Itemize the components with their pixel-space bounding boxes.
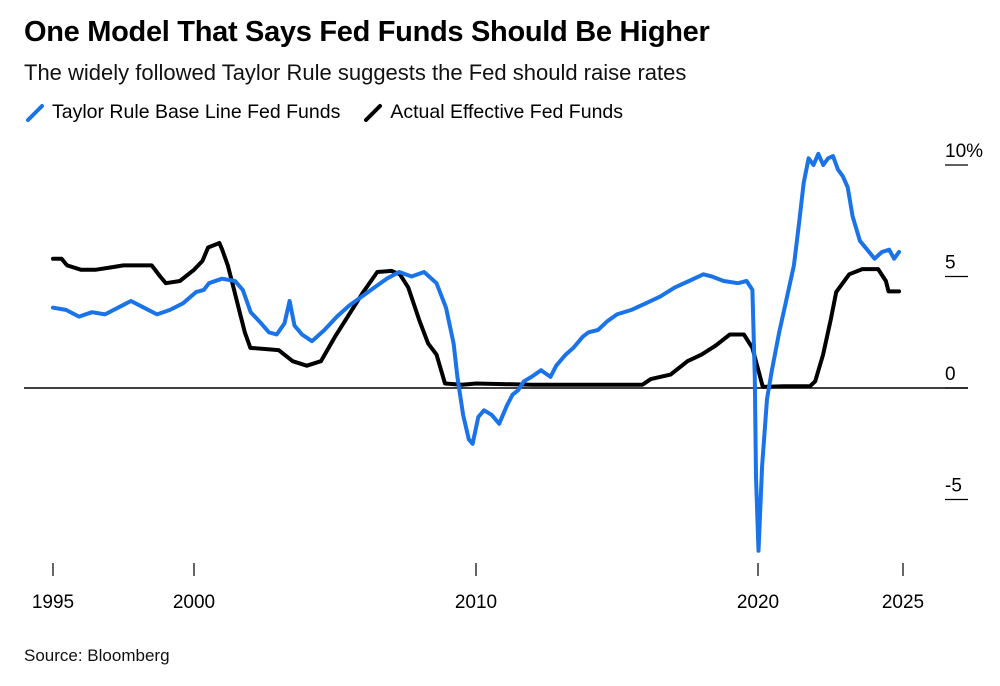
y-tick-label: 5 bbox=[945, 253, 956, 274]
legend-swatch-actual-line bbox=[364, 103, 383, 122]
legend-swatch-taylor-icon bbox=[26, 103, 44, 122]
x-tick-label: 2025 bbox=[882, 592, 924, 613]
x-tick-label: 2010 bbox=[455, 592, 497, 613]
legend-label-actual: Actual Effective Fed Funds bbox=[390, 101, 624, 123]
legend-item-actual: Actual Effective Fed Funds bbox=[362, 101, 623, 124]
legend-item-taylor: Taylor Rule Base Line Fed Funds bbox=[24, 101, 340, 124]
x-tick-label: 2020 bbox=[737, 592, 779, 613]
y-tick-label: 0 bbox=[945, 364, 956, 385]
y-tick-label: -5 bbox=[945, 476, 962, 497]
chart-title: One Model That Says Fed Funds Should Be … bbox=[24, 16, 710, 48]
legend: Taylor Rule Base Line Fed Funds Actual E… bbox=[24, 101, 645, 124]
legend-swatch-taylor-line bbox=[26, 103, 44, 122]
x-tick-label: 1995 bbox=[32, 592, 74, 613]
chart-subtitle: The widely followed Taylor Rule suggests… bbox=[24, 60, 687, 85]
legend-swatch-actual-icon bbox=[364, 103, 383, 122]
source-note: Source: Bloomberg bbox=[24, 646, 170, 665]
legend-label-taylor: Taylor Rule Base Line Fed Funds bbox=[52, 101, 341, 123]
y-tick-label: 10% bbox=[945, 141, 983, 162]
series-line-taylor-rule bbox=[51, 151, 901, 553]
x-tick-label: 2000 bbox=[173, 592, 215, 613]
